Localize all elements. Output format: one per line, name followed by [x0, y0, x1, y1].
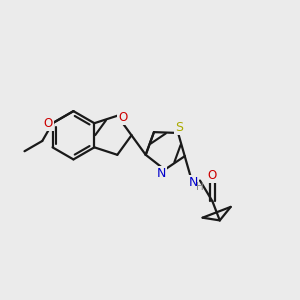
- Text: S: S: [175, 121, 183, 134]
- Text: N: N: [188, 176, 198, 188]
- Text: O: O: [118, 111, 127, 124]
- Text: H: H: [196, 182, 204, 192]
- Text: O: O: [44, 117, 53, 130]
- Text: N: N: [157, 167, 166, 180]
- Text: O: O: [208, 169, 217, 182]
